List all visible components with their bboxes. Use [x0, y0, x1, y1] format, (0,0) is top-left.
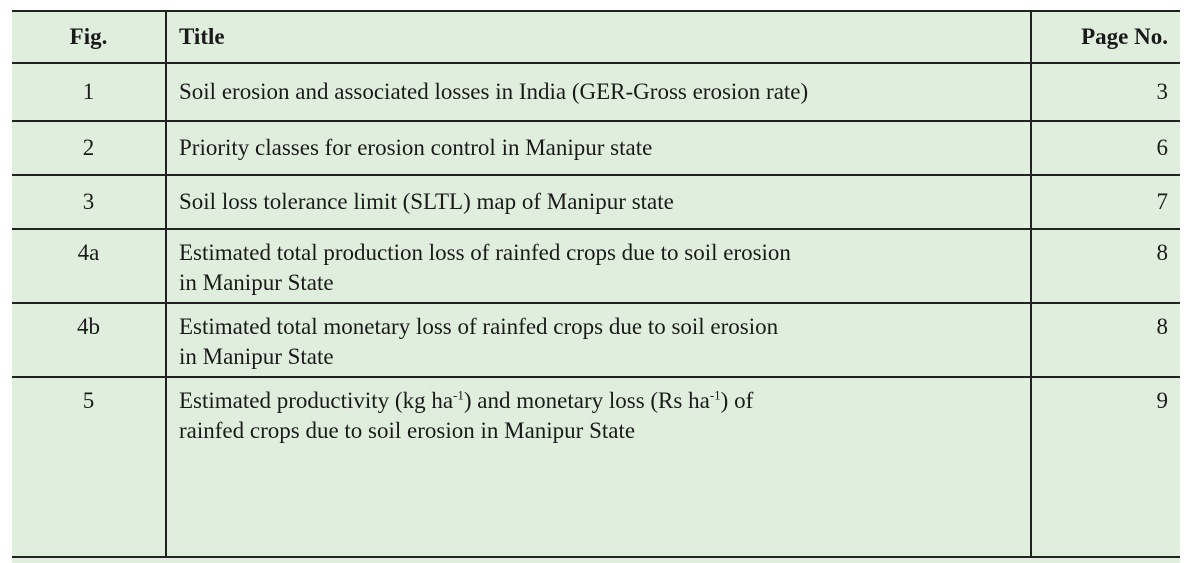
title-line: Estimated total production loss of rainf… — [179, 238, 1018, 268]
title-line: Soil loss tolerance limit (SLTL) map of … — [179, 187, 1018, 217]
fig-cell: 2 — [12, 120, 167, 176]
fig-cell: 4a — [12, 228, 167, 304]
table-row: 1 Soil erosion and associated losses in I… — [12, 62, 1180, 122]
table-row: 4a Estimated total production loss of rai… — [12, 228, 1180, 304]
superscript: -1 — [709, 387, 721, 403]
fig-cell: 1 — [12, 62, 167, 122]
title-text: Estimated total production loss of rainf… — [179, 240, 791, 265]
page-cell: 7 — [1030, 174, 1180, 230]
title-cell: Estimated total production loss of rainf… — [165, 228, 1032, 304]
figure-list-table: Fig. Title Page No. 1 Soil erosion and asso… — [12, 10, 1180, 558]
fig-cell: 5 — [12, 376, 167, 558]
page-cell: 3 — [1030, 62, 1180, 122]
title-text: in Manipur State — [179, 344, 334, 369]
title-text: Soil loss tolerance limit (SLTL) map of … — [179, 189, 674, 214]
title-text: Estimated productivity (kg ha — [179, 388, 454, 413]
page-cell: 6 — [1030, 120, 1180, 176]
title-line: Estimated total monetary loss of rainfed… — [179, 312, 1018, 342]
header-cell: Title — [165, 10, 1032, 64]
header-cell: Page No. — [1030, 10, 1180, 64]
title-line: Soil erosion and associated losses in In… — [179, 77, 1018, 107]
table-body: 1 Soil erosion and associated losses in I… — [12, 62, 1180, 558]
title-text: ) and monetary loss (Rs ha — [463, 388, 710, 413]
table-row: 2 Priority classes for erosion control in… — [12, 120, 1180, 176]
title-line: Priority classes for erosion control in … — [179, 133, 1018, 163]
fig-cell: 3 — [12, 174, 167, 230]
title-text: in Manipur State — [179, 270, 334, 295]
title-line: rainfed crops due to soil erosion in Man… — [179, 416, 1018, 446]
page-cell: 9 — [1030, 376, 1180, 558]
title-cell: Soil loss tolerance limit (SLTL) map of … — [165, 174, 1032, 230]
title-cell: Soil erosion and associated losses in In… — [165, 62, 1032, 122]
table-row: 3 Soil loss tolerance limit (SLTL) map of… — [12, 174, 1180, 230]
header-cell: Fig. — [12, 10, 167, 64]
table-container: Fig. Title Page No. 1 Soil erosion and asso… — [12, 10, 1180, 563]
title-text: Soil erosion and associated losses in In… — [179, 79, 809, 104]
page-cell: 8 — [1030, 302, 1180, 378]
table-row: 4b Estimated total monetary loss of rainf… — [12, 302, 1180, 378]
table-row: 5 Estimated productivity (kg ha-1) and mo… — [12, 376, 1180, 558]
fig-cell: 4b — [12, 302, 167, 378]
title-cell: Priority classes for erosion control in … — [165, 120, 1032, 176]
title-text: rainfed crops due to soil erosion in Man… — [179, 418, 636, 443]
title-line: in Manipur State — [179, 342, 1018, 372]
title-text: Estimated total monetary loss of rainfed… — [179, 314, 779, 339]
superscript: -1 — [453, 387, 464, 403]
title-text: Priority classes for erosion control in … — [179, 135, 653, 160]
header-row: Fig. Title Page No. — [12, 10, 1180, 64]
title-line: Estimated productivity (kg ha-1) and mon… — [179, 386, 1018, 416]
title-text: ) of — [720, 388, 754, 413]
title-cell: Estimated productivity (kg ha-1) and mon… — [165, 376, 1032, 558]
page-cell: 8 — [1030, 228, 1180, 304]
title-cell: Estimated total monetary loss of rainfed… — [165, 302, 1032, 378]
title-line: in Manipur State — [179, 268, 1018, 298]
